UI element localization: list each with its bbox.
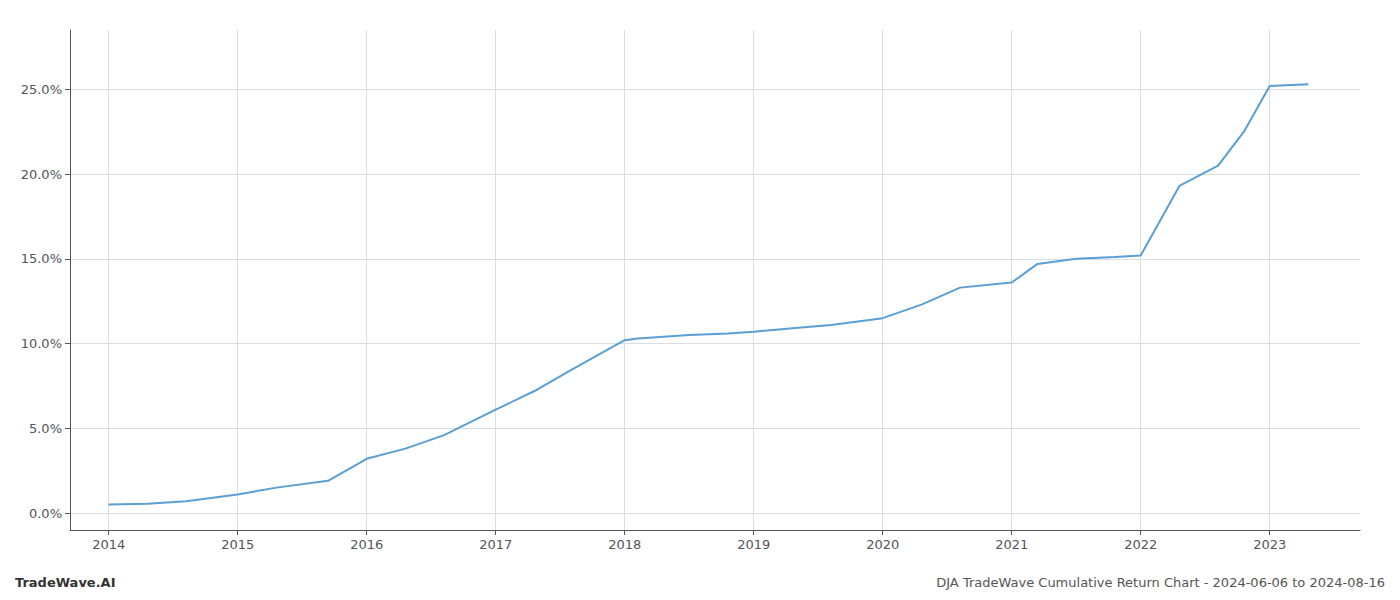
svg-text:0.0%: 0.0%: [29, 506, 62, 521]
svg-text:TradeWave.AI: TradeWave.AI: [15, 575, 116, 590]
svg-text:10.0%: 10.0%: [21, 336, 62, 351]
svg-text:DJA TradeWave Cumulative Retur: DJA TradeWave Cumulative Return Chart - …: [936, 575, 1385, 590]
svg-text:2016: 2016: [350, 537, 383, 552]
svg-text:2014: 2014: [92, 537, 125, 552]
svg-text:2018: 2018: [608, 537, 641, 552]
svg-text:2019: 2019: [737, 537, 770, 552]
svg-text:2022: 2022: [1124, 537, 1157, 552]
svg-text:25.0%: 25.0%: [21, 82, 62, 97]
svg-text:2017: 2017: [479, 537, 512, 552]
svg-text:2023: 2023: [1253, 537, 1286, 552]
svg-text:2020: 2020: [866, 537, 899, 552]
svg-text:20.0%: 20.0%: [21, 167, 62, 182]
svg-text:2021: 2021: [995, 537, 1028, 552]
svg-text:2015: 2015: [221, 537, 254, 552]
svg-text:15.0%: 15.0%: [21, 251, 62, 266]
svg-text:5.0%: 5.0%: [29, 421, 62, 436]
